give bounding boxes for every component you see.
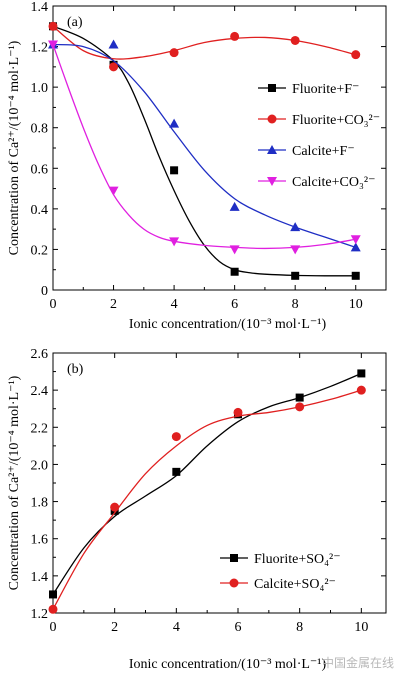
- data-point: [230, 267, 239, 276]
- legend-marker: [268, 84, 276, 92]
- data-point: [108, 39, 119, 49]
- data-point: [295, 402, 305, 412]
- data-point: [233, 407, 243, 417]
- panel-label: (a): [67, 15, 83, 30]
- data-point: [171, 432, 181, 442]
- series-line: [52, 25, 356, 277]
- legend-entry: Calcite+SO₄²⁻: [254, 577, 336, 592]
- plot-frame: [52, 352, 387, 614]
- y-tick-label: 0.4: [31, 203, 49, 218]
- y-tick-label: 0.2: [31, 243, 49, 258]
- legend-entry: Calcite+F⁻: [292, 144, 355, 159]
- x-tick-label: 0: [50, 620, 57, 635]
- series-Calcite+F⁻: [48, 39, 361, 252]
- data-point: [229, 245, 240, 255]
- data-point: [291, 271, 300, 280]
- legend-entry: Fluorite+CO₃²⁻: [292, 113, 380, 128]
- x-tick-label: 6: [231, 297, 238, 312]
- x-tick-label: 8: [292, 297, 299, 312]
- legend-marker: [267, 114, 277, 124]
- x-tick-label: 2: [110, 297, 117, 312]
- data-point: [169, 237, 180, 247]
- data-point: [169, 118, 180, 128]
- y-tick-label: 0.8: [31, 122, 49, 137]
- legend-entry: Fluorite+SO₄²⁻: [254, 552, 341, 567]
- x-tick-label: 6: [235, 620, 242, 635]
- data-point: [350, 235, 361, 245]
- y-tick-label: 1.2: [31, 41, 49, 56]
- y-axis-title: Concentration of Ca²⁺/(10⁻⁴ mol·L⁻¹): [7, 40, 22, 255]
- panel-label: (b): [67, 362, 84, 377]
- data-point: [109, 62, 119, 72]
- legend: Fluorite+F⁻ Fluorite+CO₃²⁻ Calcite+F⁻ Calci…: [258, 82, 380, 190]
- x-tick-label: 0: [50, 297, 57, 312]
- series-Fluorite+CO₃²⁻: [48, 21, 361, 72]
- y-tick-label: 2.0: [31, 458, 49, 473]
- data-point: [356, 385, 366, 395]
- y-tick-label: 2.4: [31, 384, 49, 399]
- data-point: [170, 166, 179, 175]
- data-point: [169, 48, 179, 58]
- y-tick-label: 0.6: [31, 162, 49, 177]
- x-tick-label: 2: [111, 620, 118, 635]
- x-tick-label: 4: [171, 297, 178, 312]
- legend-marker: [267, 177, 277, 186]
- series-line: [52, 25, 356, 60]
- y-tick-label: 1.2: [31, 607, 49, 622]
- data-point: [295, 393, 304, 402]
- series-line: [52, 389, 362, 610]
- data-point: [351, 50, 361, 60]
- x-tick-label: 8: [296, 620, 303, 635]
- x-tick-label: 10: [354, 620, 368, 635]
- y-tick-label: 1.6: [31, 533, 49, 548]
- data-point: [229, 201, 240, 211]
- y-tick-label: 1.8: [31, 496, 49, 511]
- x-tick-label: 10: [349, 297, 363, 312]
- data-point: [230, 31, 240, 41]
- data-point: [350, 242, 361, 252]
- chart-panel-b: 0 2 4 6 8 10 1.2 1.4 1.6 1.8 2.0 2.2 2.4 2.6 Fluorite+…: [7, 347, 387, 672]
- legend-entry: Calcite+CO₃²⁻: [292, 175, 375, 190]
- data-point: [351, 271, 360, 280]
- data-point: [108, 186, 119, 196]
- x-tick-label: 4: [173, 620, 180, 635]
- data-point: [290, 245, 301, 255]
- legend-marker: [229, 578, 239, 588]
- x-axis-title: Ionic concentration/(10⁻³ mol·L⁻¹): [129, 657, 327, 672]
- watermark: 中国金属在线: [321, 656, 394, 670]
- data-point: [290, 222, 301, 232]
- y-tick-label: 2.6: [31, 347, 49, 362]
- data-point: [48, 604, 58, 614]
- y-axis-title: Concentration of Ca²⁺/(10⁻⁴ mol·L⁻¹): [7, 375, 22, 590]
- y-tick-label: 2.2: [31, 421, 49, 436]
- series-Calcite+SO₄²⁻: [48, 385, 366, 614]
- legend-marker: [267, 145, 277, 154]
- data-point: [172, 467, 181, 476]
- data-point: [290, 35, 300, 45]
- y-tick-label: 1.4: [31, 0, 49, 15]
- data-point: [48, 21, 58, 31]
- series-line: [52, 44, 356, 250]
- legend-marker: [230, 554, 238, 562]
- series-line: [52, 43, 356, 249]
- y-tick-label: 0: [41, 284, 48, 299]
- legend: Fluorite+SO₄²⁻ Calcite+SO₄²⁻: [220, 552, 341, 592]
- series-Calcite+CO₃²⁻: [48, 40, 361, 255]
- y-tick-label: 1.4: [31, 570, 49, 585]
- x-axis-title: Ionic concentration/(10⁻³ mol·L⁻¹): [129, 317, 327, 332]
- legend-entry: Fluorite+F⁻: [292, 82, 359, 97]
- data-point: [49, 590, 57, 599]
- data-point: [357, 369, 366, 378]
- chart-panel-a: 0 2 4 6 8 10 0 0.2 0.4 0.6 0.8 1.0 1.2 1.4 Fluorite+F⁻…: [7, 0, 387, 332]
- y-tick-label: 1.0: [31, 81, 49, 96]
- data-point: [110, 502, 120, 512]
- data-point: [48, 40, 58, 50]
